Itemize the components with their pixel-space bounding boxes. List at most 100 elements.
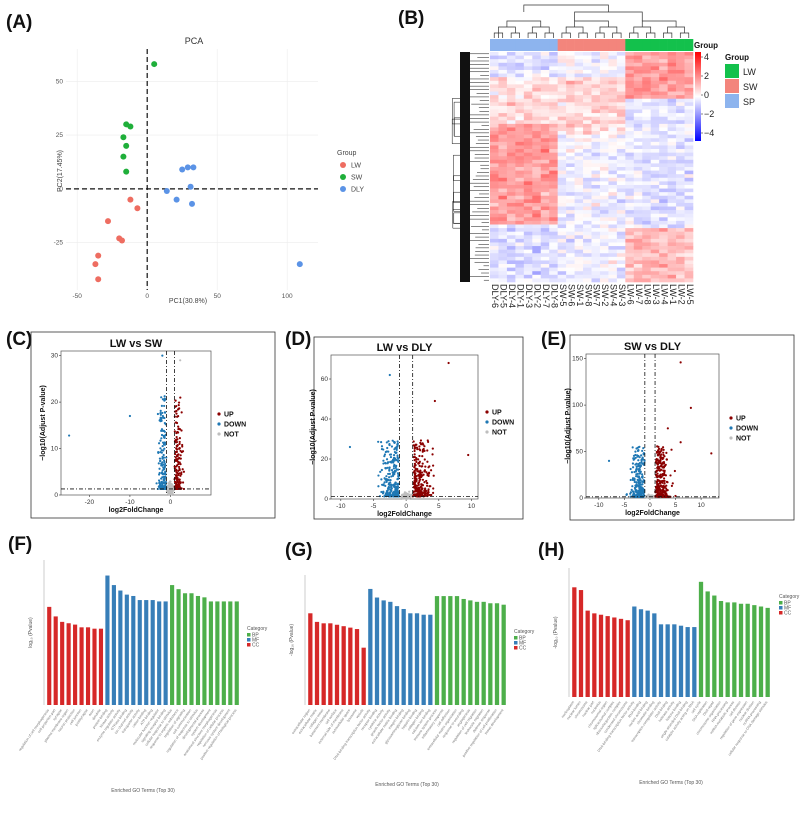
heatmap-cell (608, 141, 618, 146)
heatmap-cell (498, 87, 508, 92)
heatmap-cell (566, 177, 575, 182)
point-down (386, 446, 389, 450)
heatmap-cell (523, 105, 533, 110)
x-tick-label: 0 (145, 293, 149, 300)
heatmap-cell (549, 138, 558, 143)
point-up (417, 481, 421, 484)
point-down (631, 462, 635, 465)
heatmap-cell (532, 224, 542, 229)
heatmap-cell (667, 123, 677, 128)
heatmap-cell (540, 177, 550, 182)
heatmap-cell (616, 152, 626, 157)
heatmap-cell (591, 159, 601, 164)
heatmap-cell (540, 267, 550, 272)
point-up (176, 480, 179, 483)
point-up (710, 452, 713, 455)
heatmap-cell (557, 145, 567, 150)
point-up (176, 444, 179, 447)
point-down (161, 354, 164, 357)
point-down (394, 490, 397, 493)
heatmap-cell (633, 181, 643, 186)
point-up (427, 488, 430, 491)
x-tick-label: -5 (621, 502, 627, 509)
point-up (432, 487, 435, 490)
heatmap-cell (684, 138, 694, 143)
heatmap-cell (659, 278, 668, 283)
point-down (637, 459, 640, 462)
heatmap-cell (490, 195, 499, 200)
heatmap-cell (599, 213, 609, 218)
heatmap-cell (490, 249, 499, 254)
point-up (656, 459, 660, 462)
point-LW (134, 205, 141, 212)
heatmap-cell (642, 224, 652, 229)
point-up (658, 482, 661, 485)
heatmap-cell (583, 159, 592, 164)
heatmap-cell (650, 163, 660, 168)
heatmap-cell (506, 66, 516, 71)
heatmap-cell (676, 192, 685, 197)
heatmap-cell (625, 138, 635, 143)
heatmap-cell (591, 62, 601, 67)
heatmap-cell (532, 152, 542, 157)
heatmap-cell (625, 87, 635, 92)
heatmap-cell (557, 55, 567, 60)
point-down (629, 478, 632, 482)
heatmap-cell (557, 242, 567, 247)
point-down (386, 466, 389, 469)
heatmap-cell (583, 116, 592, 121)
heatmap-cell (667, 210, 677, 215)
point-up (659, 490, 662, 493)
heatmap-cell (599, 66, 609, 71)
point-down (641, 458, 644, 461)
point-up (657, 491, 660, 495)
heatmap-cell (549, 170, 558, 175)
heatmap-cell (633, 80, 643, 85)
heatmap-cell (549, 73, 558, 78)
point-down (387, 479, 390, 482)
heatmap-cell (684, 91, 694, 96)
heatmap-cell (557, 98, 567, 103)
bar-CC (625, 620, 630, 697)
heatmap-cell (591, 127, 601, 132)
bar-CC (47, 606, 52, 705)
heatmap-cell (591, 224, 601, 229)
legend-label: SW (743, 82, 758, 92)
heatmap-cell (599, 163, 609, 168)
heatmap-cell (490, 91, 499, 96)
heatmap-cell (574, 278, 584, 283)
heatmap-cell (625, 152, 635, 157)
heatmap-cell (583, 238, 592, 243)
bar-BP (712, 595, 717, 697)
heatmap-cell (591, 271, 601, 276)
heatmap-cell (532, 55, 542, 60)
heatmap-cell (599, 52, 609, 56)
heatmap-cell (608, 131, 618, 135)
heatmap-cell (506, 228, 516, 232)
heatmap-cell (574, 260, 584, 265)
heatmap-cell (549, 98, 558, 103)
heatmap-cell (608, 73, 618, 78)
row-dendrogram (451, 53, 489, 281)
heatmap-cell (650, 102, 660, 107)
point-not (179, 359, 182, 362)
heatmap-cell (659, 264, 668, 268)
heatmap-cell (642, 145, 652, 150)
point-up (666, 481, 669, 484)
heatmap-cell (625, 267, 635, 272)
heatmap-cell (506, 192, 516, 197)
bar-MF (414, 613, 420, 705)
heatmap-cell (650, 59, 660, 64)
heatmap-cell (532, 123, 542, 128)
heatmap-cell (650, 217, 660, 222)
heatmap-cell (532, 170, 542, 175)
heatmap-cell (676, 62, 685, 67)
heatmap-cell (591, 66, 601, 71)
heatmap-cell (540, 131, 550, 135)
point-down (643, 459, 646, 462)
point-down (629, 467, 632, 471)
legend-label: UP (736, 416, 746, 423)
heatmap-cell (667, 174, 677, 179)
heatmap-cell (540, 253, 550, 258)
heatmap-cell (583, 73, 592, 78)
